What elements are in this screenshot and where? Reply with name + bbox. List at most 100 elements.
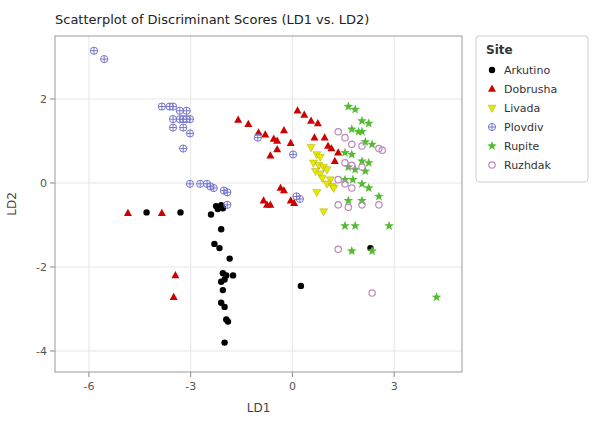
point <box>180 145 187 152</box>
point <box>186 180 193 187</box>
point <box>342 181 348 187</box>
marker-part <box>186 130 193 137</box>
marker-part <box>299 195 300 202</box>
legend: SiteArkutinoDobrushaLivadaPlovdivRupiteR… <box>476 36 588 182</box>
tick-mark <box>88 372 89 377</box>
point <box>244 120 252 127</box>
grid-line <box>190 36 191 372</box>
point <box>321 133 329 140</box>
marker-part <box>224 189 231 196</box>
point <box>170 293 178 300</box>
point <box>197 180 204 187</box>
point <box>300 111 308 118</box>
point <box>101 56 108 63</box>
point <box>335 246 341 252</box>
tick-mark <box>292 372 293 377</box>
point <box>225 318 231 324</box>
point <box>226 255 232 261</box>
grid-line <box>55 183 462 184</box>
point <box>218 226 224 232</box>
tick-label: -4 <box>36 345 47 358</box>
marker-part <box>186 180 193 187</box>
point <box>330 185 338 192</box>
tick-mark <box>394 372 395 377</box>
point <box>342 134 348 140</box>
marker-part <box>90 47 97 54</box>
point <box>215 206 221 212</box>
grid-line <box>394 36 395 372</box>
marker-part <box>173 124 174 131</box>
x-axis-label: LD1 <box>247 401 271 415</box>
point <box>359 202 365 208</box>
point <box>344 102 354 111</box>
points <box>90 47 441 346</box>
point <box>183 107 190 114</box>
grid-line <box>55 99 462 100</box>
tick-label: -2 <box>36 261 47 274</box>
point <box>186 130 193 137</box>
point <box>314 119 322 126</box>
marker-part <box>213 184 214 191</box>
tick-mark <box>50 183 55 184</box>
point <box>224 201 231 208</box>
marker-part <box>296 195 303 202</box>
series <box>340 102 441 302</box>
marker-part <box>180 145 187 152</box>
series <box>143 202 373 346</box>
point <box>218 279 224 285</box>
point <box>254 134 261 141</box>
point <box>289 151 296 158</box>
point <box>374 191 384 200</box>
point <box>342 160 348 166</box>
series <box>124 106 342 300</box>
marker-part <box>180 124 187 131</box>
series <box>307 145 338 216</box>
grid-line <box>55 351 462 352</box>
point <box>348 175 358 184</box>
tick-label: 0 <box>40 177 47 190</box>
point <box>327 144 335 151</box>
legend-label: Rupite <box>504 140 539 153</box>
point <box>335 202 341 208</box>
point <box>158 209 166 216</box>
point <box>347 246 357 255</box>
point <box>313 189 321 196</box>
point <box>177 209 183 215</box>
marker-part <box>224 201 231 208</box>
point <box>210 184 217 191</box>
legend-label: Livada <box>504 102 540 115</box>
marker-part <box>169 116 176 123</box>
y-axis-label: LD2 <box>5 192 19 216</box>
point <box>230 272 236 278</box>
point <box>350 105 360 114</box>
marker-part <box>104 56 105 63</box>
point <box>176 107 183 114</box>
marker-part <box>254 134 261 141</box>
marker-part <box>227 201 228 208</box>
point <box>359 143 365 149</box>
marker-part <box>210 184 217 191</box>
point <box>234 116 242 123</box>
point <box>359 164 365 170</box>
marker-part <box>488 123 495 130</box>
point <box>369 290 375 296</box>
point <box>379 147 385 153</box>
marker-part <box>179 107 180 114</box>
point <box>273 137 281 144</box>
tick-label: 3 <box>391 380 398 393</box>
chart: -6-303-4-202Scatterplot of Discriminant … <box>0 0 600 428</box>
point <box>260 196 268 203</box>
series <box>90 47 303 208</box>
marker-part <box>200 180 201 187</box>
marker-part <box>189 130 190 137</box>
tick-mark <box>50 351 55 352</box>
point <box>169 116 176 123</box>
point <box>340 148 350 157</box>
marker-part <box>173 116 174 123</box>
point <box>335 129 341 135</box>
point <box>171 271 179 278</box>
point <box>261 130 269 137</box>
marker-part <box>189 180 190 187</box>
legend-label: Plovdiv <box>504 121 544 134</box>
point <box>331 157 339 164</box>
